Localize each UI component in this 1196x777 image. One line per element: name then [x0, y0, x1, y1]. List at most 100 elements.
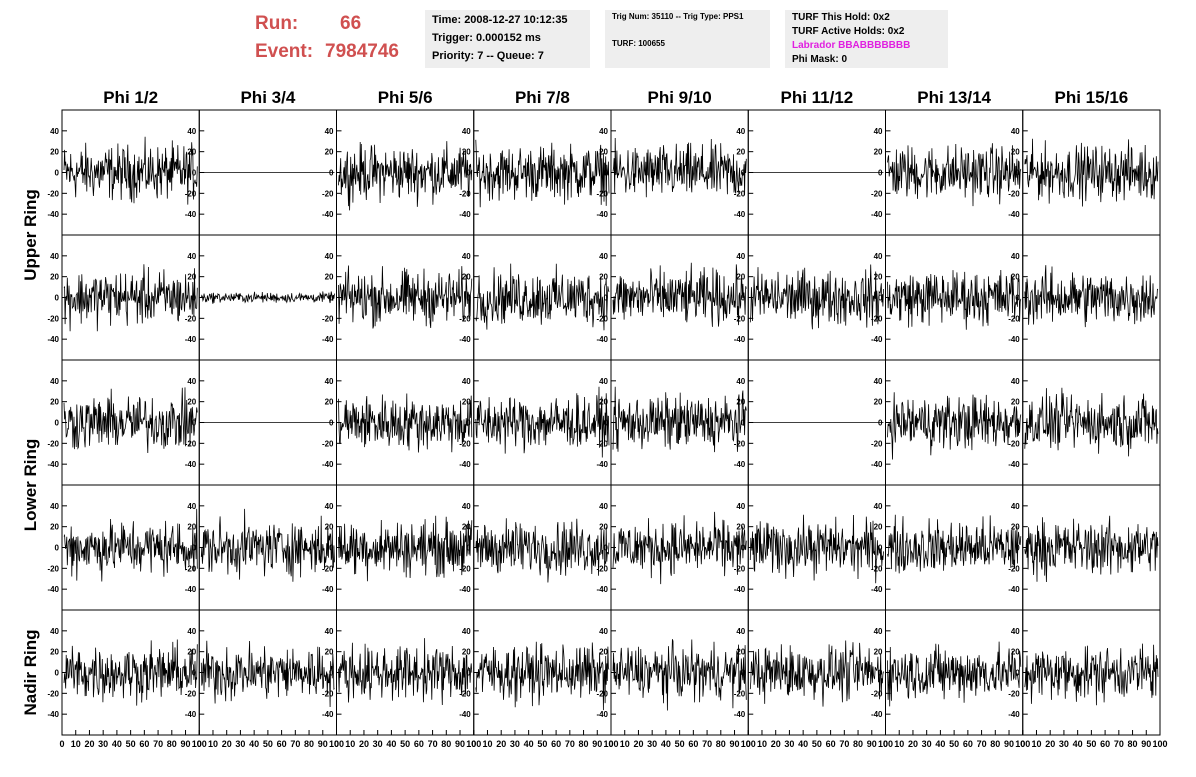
y-tick-label: -40 [185, 460, 197, 469]
waveform [63, 508, 198, 582]
y-tick-label: -20 [871, 189, 883, 198]
y-tick-label: 0 [192, 169, 197, 178]
info-line: TURF: 100655 [612, 39, 665, 48]
x-tick-label: 80 [167, 739, 177, 749]
x-tick-label: 40 [386, 739, 396, 749]
y-tick-label: -20 [734, 689, 746, 698]
x-tick-label: 30 [235, 739, 245, 749]
x-tick-label: 100 [1015, 739, 1030, 749]
y-tick-label: 20 [1011, 648, 1020, 657]
y-tick-label: 20 [736, 148, 745, 157]
y-tick-label: 20 [736, 273, 745, 282]
y-tick-label: -40 [596, 585, 608, 594]
waveform [749, 264, 884, 330]
x-tick-label: 60 [414, 739, 424, 749]
x-tick-label: 10 [1031, 739, 1041, 749]
y-tick-label: -20 [185, 564, 197, 573]
y-tick-label: 20 [325, 523, 334, 532]
x-tick-label: 40 [935, 739, 945, 749]
y-tick-label: -20 [459, 314, 471, 323]
y-tick-label: 20 [736, 648, 745, 657]
x-tick-label: 10 [345, 739, 355, 749]
y-tick-label: -40 [185, 585, 197, 594]
info-line: Trigger: 0.000152 ms [432, 32, 541, 44]
y-tick-label: -40 [47, 210, 59, 219]
y-tick-label: 40 [50, 502, 59, 511]
y-tick-label: 40 [1011, 127, 1020, 136]
y-tick-label: -20 [734, 564, 746, 573]
x-tick-label: 0 [334, 739, 339, 749]
y-tick-label: 20 [599, 148, 608, 157]
y-tick-label: -40 [185, 710, 197, 719]
y-tick-label: 20 [325, 148, 334, 157]
y-tick-label: 20 [462, 523, 471, 532]
y-tick-label: 40 [1011, 377, 1020, 386]
y-tick-label: 40 [325, 127, 334, 136]
x-tick-label: 40 [524, 739, 534, 749]
y-tick-label: 40 [1011, 252, 1020, 261]
waveform [887, 514, 1022, 574]
x-tick-label: 100 [1152, 739, 1167, 749]
x-tick-label: 70 [290, 739, 300, 749]
info-line: TURF Active Holds: 0x2 [792, 26, 905, 37]
waveform [612, 639, 747, 711]
x-tick-label: 50 [949, 739, 959, 749]
y-tick-label: 0 [604, 169, 609, 178]
y-tick-label: 0 [329, 544, 334, 553]
y-tick-label: 40 [187, 502, 196, 511]
y-tick-label: -40 [459, 335, 471, 344]
y-tick-label: 40 [187, 252, 196, 261]
y-tick-label: -20 [322, 189, 334, 198]
y-tick-label: -20 [596, 564, 608, 573]
x-tick-label: 0 [197, 739, 202, 749]
y-tick-label: 20 [1011, 148, 1020, 157]
y-tick-label: 20 [599, 648, 608, 657]
waveform [63, 264, 198, 332]
y-tick-label: -40 [871, 335, 883, 344]
x-tick-label: 80 [853, 739, 863, 749]
y-tick-label: 0 [329, 419, 334, 428]
x-tick-label: 30 [373, 739, 383, 749]
y-tick-label: 0 [466, 419, 471, 428]
y-tick-label: 40 [599, 377, 608, 386]
y-tick-label: -20 [47, 189, 59, 198]
y-tick-label: -40 [734, 460, 746, 469]
info-line: Priority: 7 -- Queue: 7 [432, 50, 544, 62]
y-tick-label: 40 [874, 627, 883, 636]
y-tick-label: 40 [462, 127, 471, 136]
x-tick-label: 0 [608, 739, 613, 749]
y-tick-label: -40 [47, 585, 59, 594]
x-tick-label: 90 [455, 739, 465, 749]
y-tick-label: -40 [596, 210, 608, 219]
column-label: Phi 1/2 [103, 88, 158, 107]
waveform [612, 511, 747, 585]
x-tick-label: 100 [603, 739, 618, 749]
y-tick-label: -20 [47, 689, 59, 698]
y-tick-label: 40 [736, 502, 745, 511]
waveform [200, 640, 335, 708]
y-tick-label: 40 [599, 502, 608, 511]
x-tick-label: 10 [71, 739, 81, 749]
waveform [63, 387, 198, 454]
x-tick-label: 70 [428, 739, 438, 749]
y-tick-label: 0 [192, 419, 197, 428]
y-tick-label: 40 [187, 127, 196, 136]
ring-label: Upper Ring [21, 189, 40, 281]
x-tick-label: 80 [990, 739, 1000, 749]
y-tick-label: 40 [462, 252, 471, 261]
y-tick-label: -40 [596, 710, 608, 719]
y-tick-label: 20 [874, 648, 883, 657]
x-tick-label: 40 [249, 739, 259, 749]
y-tick-label: -20 [596, 689, 608, 698]
x-tick-label: 10 [894, 739, 904, 749]
y-tick-label: 0 [329, 669, 334, 678]
y-tick-label: 0 [1015, 669, 1020, 678]
y-tick-label: 40 [736, 627, 745, 636]
y-tick-label: -40 [185, 210, 197, 219]
waveform [338, 515, 473, 582]
y-tick-label: 40 [736, 127, 745, 136]
x-tick-label: 0 [471, 739, 476, 749]
y-tick-label: -20 [734, 314, 746, 323]
x-tick-label: 80 [716, 739, 726, 749]
y-tick-label: 0 [878, 669, 883, 678]
